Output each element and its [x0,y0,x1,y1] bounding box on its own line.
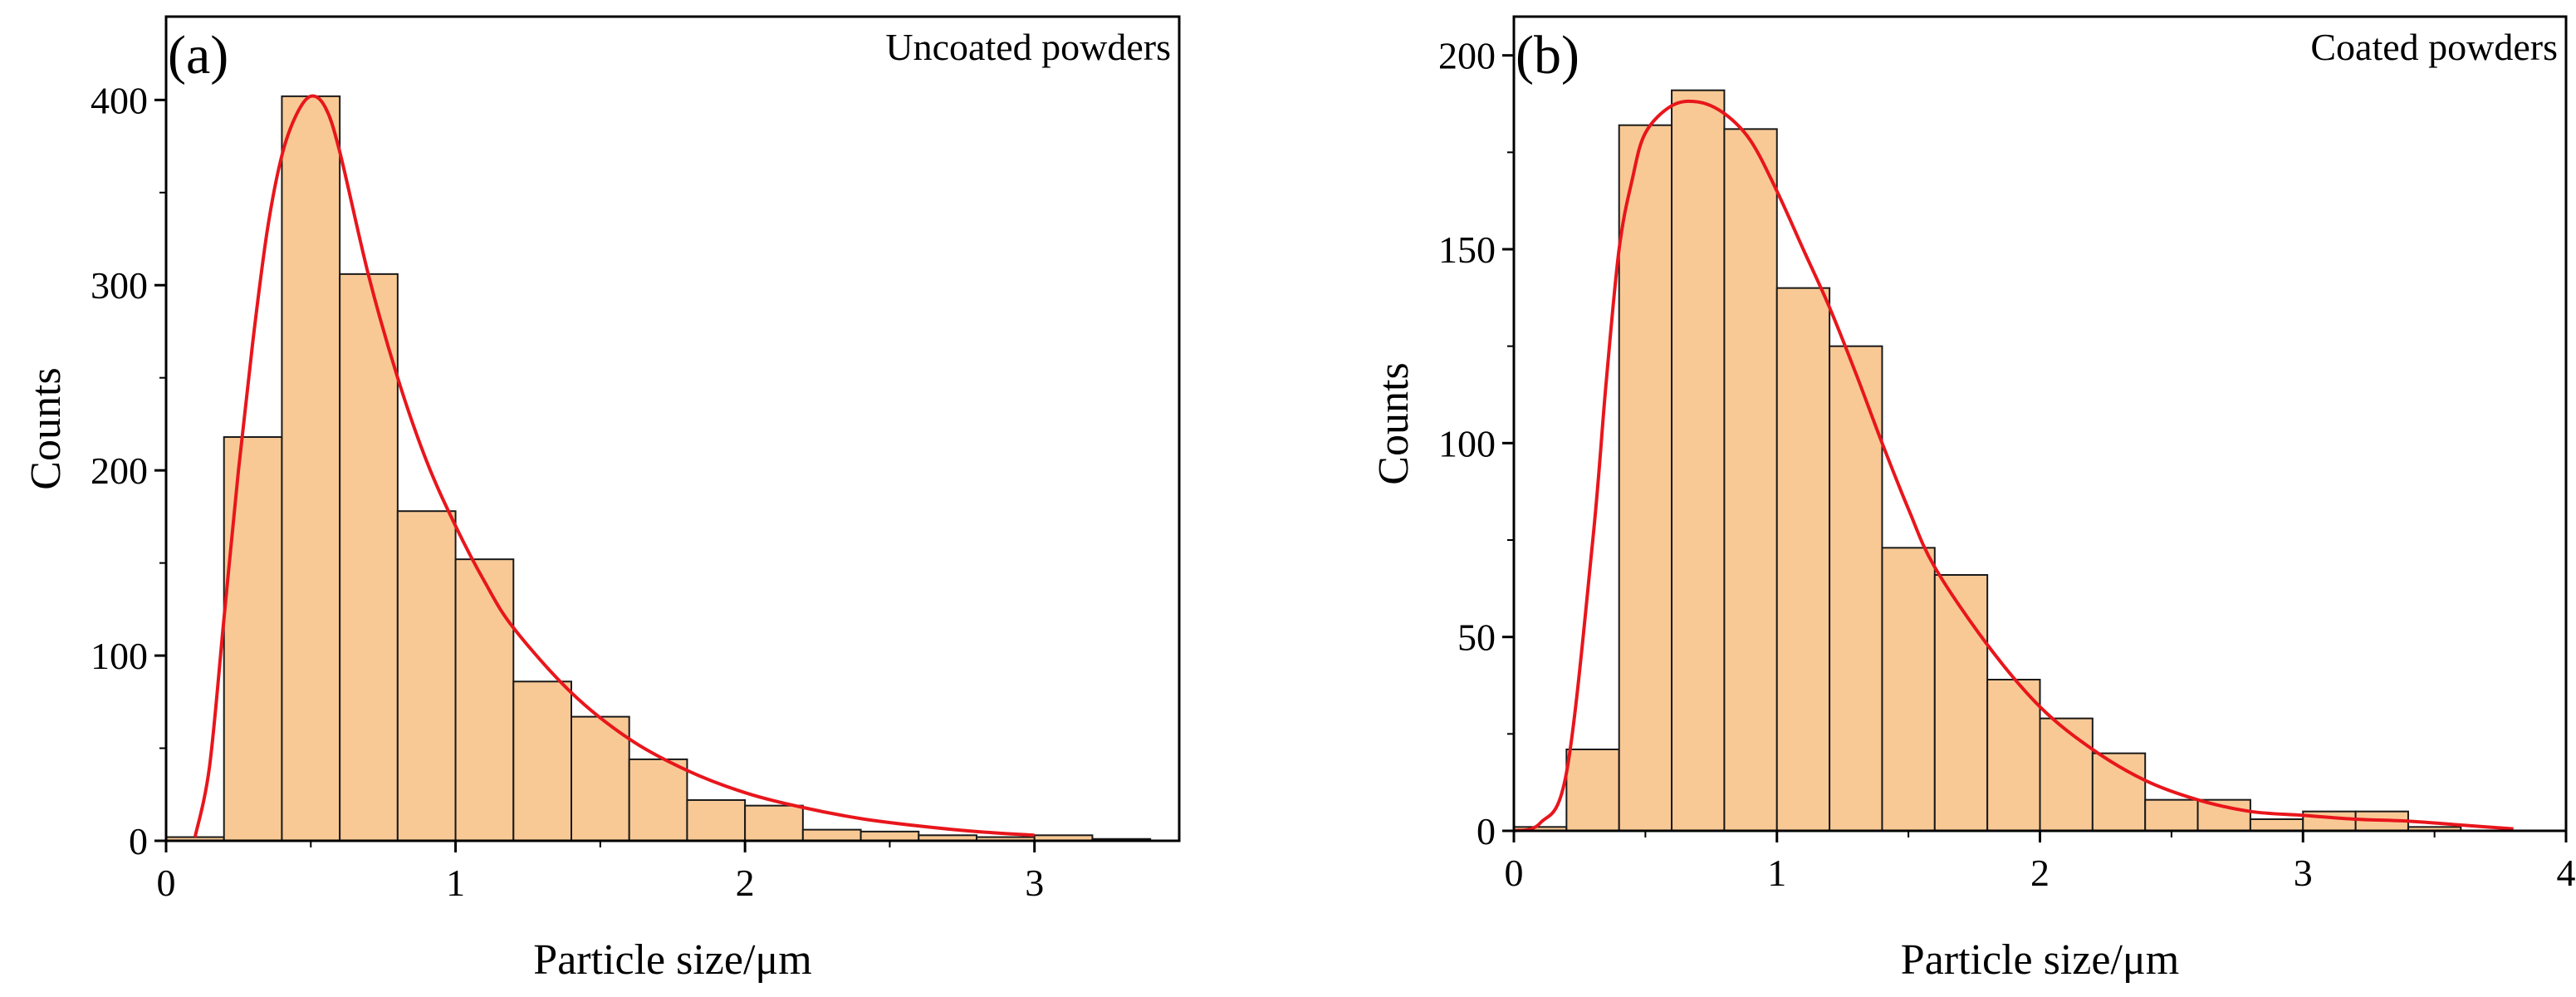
x-tick-label: 1 [1767,852,1786,894]
x-tick-label: 0 [157,862,176,904]
y-tick-label: 200 [1438,35,1496,77]
histogram-bar [1723,128,1778,832]
y-axis-label: Counts [22,367,70,489]
histogram-bar [1775,287,1831,832]
histogram-bar [1829,345,1883,832]
histogram-bar [744,804,804,842]
y-tick-label: 300 [91,264,148,307]
histogram-bar [396,510,457,842]
plot-frame [164,15,1181,842]
y-tick-label: 100 [91,635,148,677]
histogram-bar [1933,574,1989,832]
histogram-bar [1881,547,1936,832]
histogram-bar [628,758,688,842]
histogram-bar [859,830,920,842]
histogram-bar [1986,679,2041,832]
x-axis-ticks: 0 1 2 3 [157,841,1044,904]
y-tick-label: 50 [1457,616,1496,659]
histogram-bar [1671,89,1726,832]
x-tick-label: 3 [2294,852,2313,894]
fit-curve-group [193,94,1035,837]
y-tick-label: 0 [1477,810,1496,852]
panel-label: (a) [168,25,228,86]
y-tick-label: 0 [129,820,148,862]
histogram-bar [339,273,399,842]
x-tick-label: 3 [1025,862,1044,904]
fit-curve [1513,99,2514,832]
panel-annotation: Uncoated powders [885,26,1171,68]
fit-curve-group [1513,99,2514,832]
y-axis-label: Counts [1370,362,1418,484]
y-tick-label: 400 [91,79,148,121]
y-tick-label: 150 [1438,228,1496,271]
y-axis-ticks: 0 100 200 300 400 [91,79,166,862]
x-tick-label: 2 [736,862,755,904]
x-tick-label: 0 [1505,852,1524,894]
x-axis-label: Particle size/μm [1901,936,2179,984]
y-tick-label: 200 [91,449,148,492]
histogram-bar [1618,124,1673,832]
histogram-bar [801,828,862,842]
histogram-bar [512,680,572,842]
histogram-bar [2144,798,2199,832]
x-tick-label: 1 [446,862,465,904]
y-tick-label: 100 [1438,422,1496,464]
panel-label: (b) [1516,25,1579,86]
histogram-bar [454,558,515,842]
panel-annotation: Coated powders [2310,26,2558,68]
fit-curve [193,94,1035,837]
histogram-bar [223,436,283,842]
x-tick-label: 4 [2557,852,2576,894]
histogram-bar [2196,798,2251,832]
histogram-bar [2039,717,2094,832]
histogram-bar [686,798,747,842]
histogram-bar [1565,749,1620,832]
x-axis-label: Particle size/μm [533,936,811,984]
histogram-bar [2249,818,2304,832]
histogram-panel-coated: 0 1 2 3 4 0 50 100 150 200 (b) Coated powders Pa… [1370,15,2576,984]
histogram-bar [281,95,341,842]
histogram-bar [571,715,630,842]
bar-group [1513,89,2462,832]
y-axis-ticks: 0 50 100 150 200 [1438,35,1514,852]
x-axis-ticks: 0 1 2 3 4 [1505,831,2576,894]
x-tick-label: 2 [2030,852,2050,894]
bar-group [165,95,1152,842]
